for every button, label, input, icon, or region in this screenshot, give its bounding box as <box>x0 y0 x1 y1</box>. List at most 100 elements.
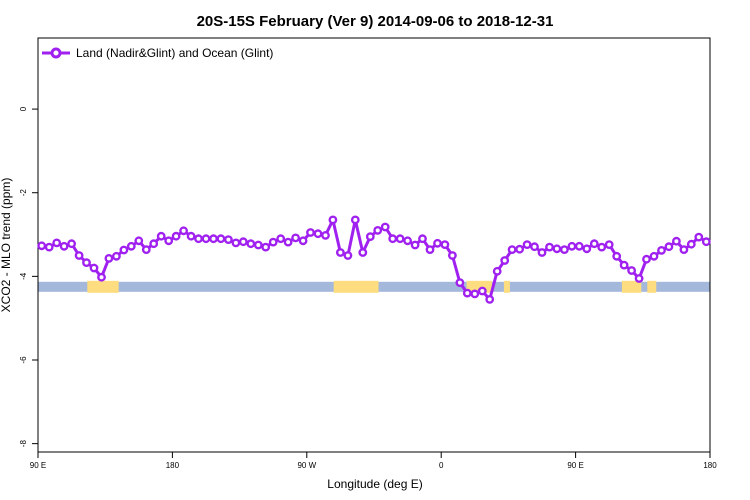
data-point <box>373 225 383 235</box>
data-point <box>231 238 241 248</box>
data-point <box>216 234 226 244</box>
data-point <box>433 238 442 248</box>
data-point <box>313 229 323 239</box>
data-point <box>283 237 293 247</box>
data-point <box>156 231 166 241</box>
data-point <box>350 215 360 225</box>
y-axis-label: XCO2 - MLO trend (ppm) <box>0 178 13 313</box>
data-point <box>567 241 577 251</box>
data-point <box>470 289 480 299</box>
data-point <box>425 245 435 255</box>
data-point <box>268 237 278 247</box>
data-point <box>649 251 659 261</box>
data-point <box>186 231 196 241</box>
data-point <box>276 234 286 244</box>
data-point <box>52 238 62 248</box>
land-segment <box>621 280 642 293</box>
data-point <box>664 242 674 252</box>
data-point <box>238 237 248 247</box>
data-point <box>619 260 629 270</box>
data-point <box>164 236 174 246</box>
data-point <box>612 251 622 261</box>
data-point <box>462 288 472 298</box>
legend-marker-swatch <box>50 47 62 59</box>
x-tick-label: 180 <box>166 461 180 470</box>
y-tick-label: -6 <box>19 356 28 364</box>
x-tick-label: 90 E <box>567 461 583 470</box>
data-point <box>112 251 121 261</box>
data-point <box>59 241 69 251</box>
data-point <box>97 272 106 282</box>
data-point <box>328 215 338 225</box>
data-point <box>134 236 144 246</box>
series-layer <box>37 215 711 304</box>
data-point <box>104 253 114 263</box>
data-point <box>560 245 569 255</box>
chart-title: 20S-15S February (Ver 9) 2014-09-06 to 2… <box>197 13 554 30</box>
data-point <box>37 241 47 251</box>
data-point <box>657 245 666 255</box>
data-point <box>642 254 651 264</box>
data-point <box>545 242 554 252</box>
data-point <box>201 234 211 244</box>
data-point <box>388 234 398 244</box>
data-point <box>522 240 532 250</box>
data-point <box>321 230 330 240</box>
data-point <box>149 239 159 249</box>
data-point <box>500 256 510 265</box>
data-point <box>253 240 263 250</box>
y-tick-label: -8 <box>19 440 28 448</box>
data-point <box>515 244 524 254</box>
data-point <box>82 258 91 267</box>
data-point <box>291 233 300 243</box>
y-tick-label: -4 <box>19 272 28 280</box>
land-segment <box>333 280 379 293</box>
data-point <box>634 274 644 283</box>
x-tick-label: 180 <box>703 461 717 470</box>
x-tick-label: 90 W <box>297 461 316 470</box>
data-point <box>694 232 704 242</box>
data-point <box>485 294 495 304</box>
data-point <box>672 236 681 246</box>
data-point <box>574 241 584 251</box>
data-point <box>67 239 77 249</box>
data-point <box>298 236 308 246</box>
data-point <box>141 245 151 255</box>
data-point <box>604 240 614 250</box>
land-segment <box>503 280 510 293</box>
x-tick-label: 0 <box>439 461 444 470</box>
data-point <box>343 251 353 260</box>
data-point <box>89 263 99 273</box>
data-point <box>395 234 405 244</box>
x-tick-label: 90 E <box>30 461 46 470</box>
data-point <box>179 226 189 236</box>
data-point <box>261 242 271 252</box>
data-point <box>246 239 256 249</box>
data-point <box>365 232 375 242</box>
data-point <box>447 251 457 260</box>
data-point <box>335 248 345 257</box>
x-axis-label: Longitude (deg E) <box>327 477 422 491</box>
data-point <box>530 242 539 252</box>
data-point <box>223 235 233 245</box>
legend-label: Land (Nadir&Glint) and Ocean (Glint) <box>76 46 273 60</box>
data-point <box>507 245 517 255</box>
data-point <box>627 266 636 275</box>
data-point <box>455 278 465 287</box>
legend: Land (Nadir&Glint) and Ocean (Glint) <box>42 46 273 60</box>
data-point <box>477 286 487 296</box>
data-point <box>582 244 592 254</box>
data-point <box>194 234 203 244</box>
data-point <box>119 245 129 255</box>
surface-band <box>38 280 710 293</box>
data-point <box>74 251 84 260</box>
y-tick-label: 0 <box>19 106 28 111</box>
land-segment <box>87 280 119 293</box>
data-point <box>418 234 427 244</box>
data-point <box>306 228 315 237</box>
data-point <box>440 240 450 250</box>
data-point <box>410 240 420 250</box>
data-point <box>589 239 599 249</box>
data-point <box>126 241 136 251</box>
